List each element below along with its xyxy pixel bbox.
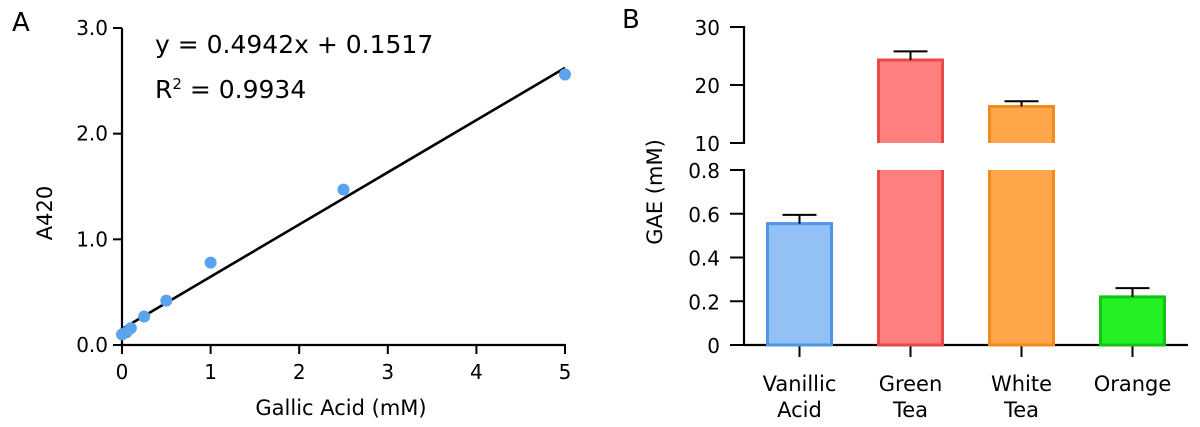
data-point (124, 322, 137, 335)
category-label-line2: Tea (892, 398, 928, 422)
data-point (160, 294, 173, 307)
x-tick-label-a: 5 (559, 360, 572, 384)
y-tick-label-upper: 30 (695, 16, 720, 40)
y-tick-label-lower: 0.6 (688, 203, 720, 227)
data-point (204, 256, 217, 269)
y-tick-label-lower: 0 (707, 334, 720, 358)
y-tick-label-lower: 0.8 (688, 159, 720, 183)
panel-a-label: A (12, 8, 30, 38)
category-label-line2: Acid (777, 398, 822, 422)
y-tick-label-upper: 20 (695, 74, 720, 98)
axes-a: 0 1 2 3 4 5 0.0 1.0 2.0 3.0 (76, 16, 571, 384)
data-point (138, 310, 151, 323)
x-tick-label-a: 4 (470, 360, 483, 384)
bar-lower-outline (877, 170, 944, 347)
fit-line-group (121, 66, 566, 331)
bar-upper-segment (989, 106, 1054, 143)
panel-b-label: B (622, 5, 640, 35)
data-points (116, 68, 571, 341)
category-label-line1: Vanillic (763, 372, 837, 396)
bar-lower-segment (878, 170, 943, 345)
category-label-line1: Orange (1094, 372, 1172, 396)
bar-upper-segment (878, 60, 943, 144)
y-tick-label-a: 0.0 (76, 333, 108, 357)
x-tick-label-a: 0 (116, 360, 129, 384)
y-axis-label-b: GAE (mM) (643, 139, 667, 245)
r-squared-label: R2 = 0.9934 (155, 75, 306, 104)
y-tick-label-a: 2.0 (76, 122, 108, 146)
x-tick-label-a: 3 (381, 360, 394, 384)
bars (766, 50, 1166, 347)
data-point (559, 68, 571, 81)
x-axis-label-a: Gallic Acid (mM) (255, 396, 426, 420)
category-label-line2: Tea (1003, 398, 1039, 422)
y-tick-label-upper: 10 (695, 132, 720, 156)
bar-lower-outline (988, 170, 1055, 347)
y-tick-label-lower: 0.4 (688, 247, 720, 271)
bar (1099, 295, 1166, 347)
data-point (337, 183, 350, 196)
y-tick-label-a: 1.0 (76, 227, 108, 251)
x-tick-label-a: 2 (293, 360, 306, 384)
regression-equation: y = 0.4942x + 0.1517 (155, 30, 433, 59)
scatter-chart-a: 0 1 2 3 4 50.01.02.03.0 y = 0.4942x + 0.1517 … (33, 16, 571, 420)
fit-line (121, 66, 566, 331)
y-tick-label-lower: 0.2 (688, 290, 720, 314)
category-label-line1: Green (879, 372, 943, 396)
y-axis-label-a: A420 (33, 186, 57, 240)
x-tick-label-a: 1 (204, 360, 217, 384)
y-tick-label-a: 3.0 (76, 16, 108, 40)
bar-lower-segment (989, 170, 1054, 345)
category-label-line1: White (991, 372, 1052, 396)
bar (766, 222, 833, 347)
